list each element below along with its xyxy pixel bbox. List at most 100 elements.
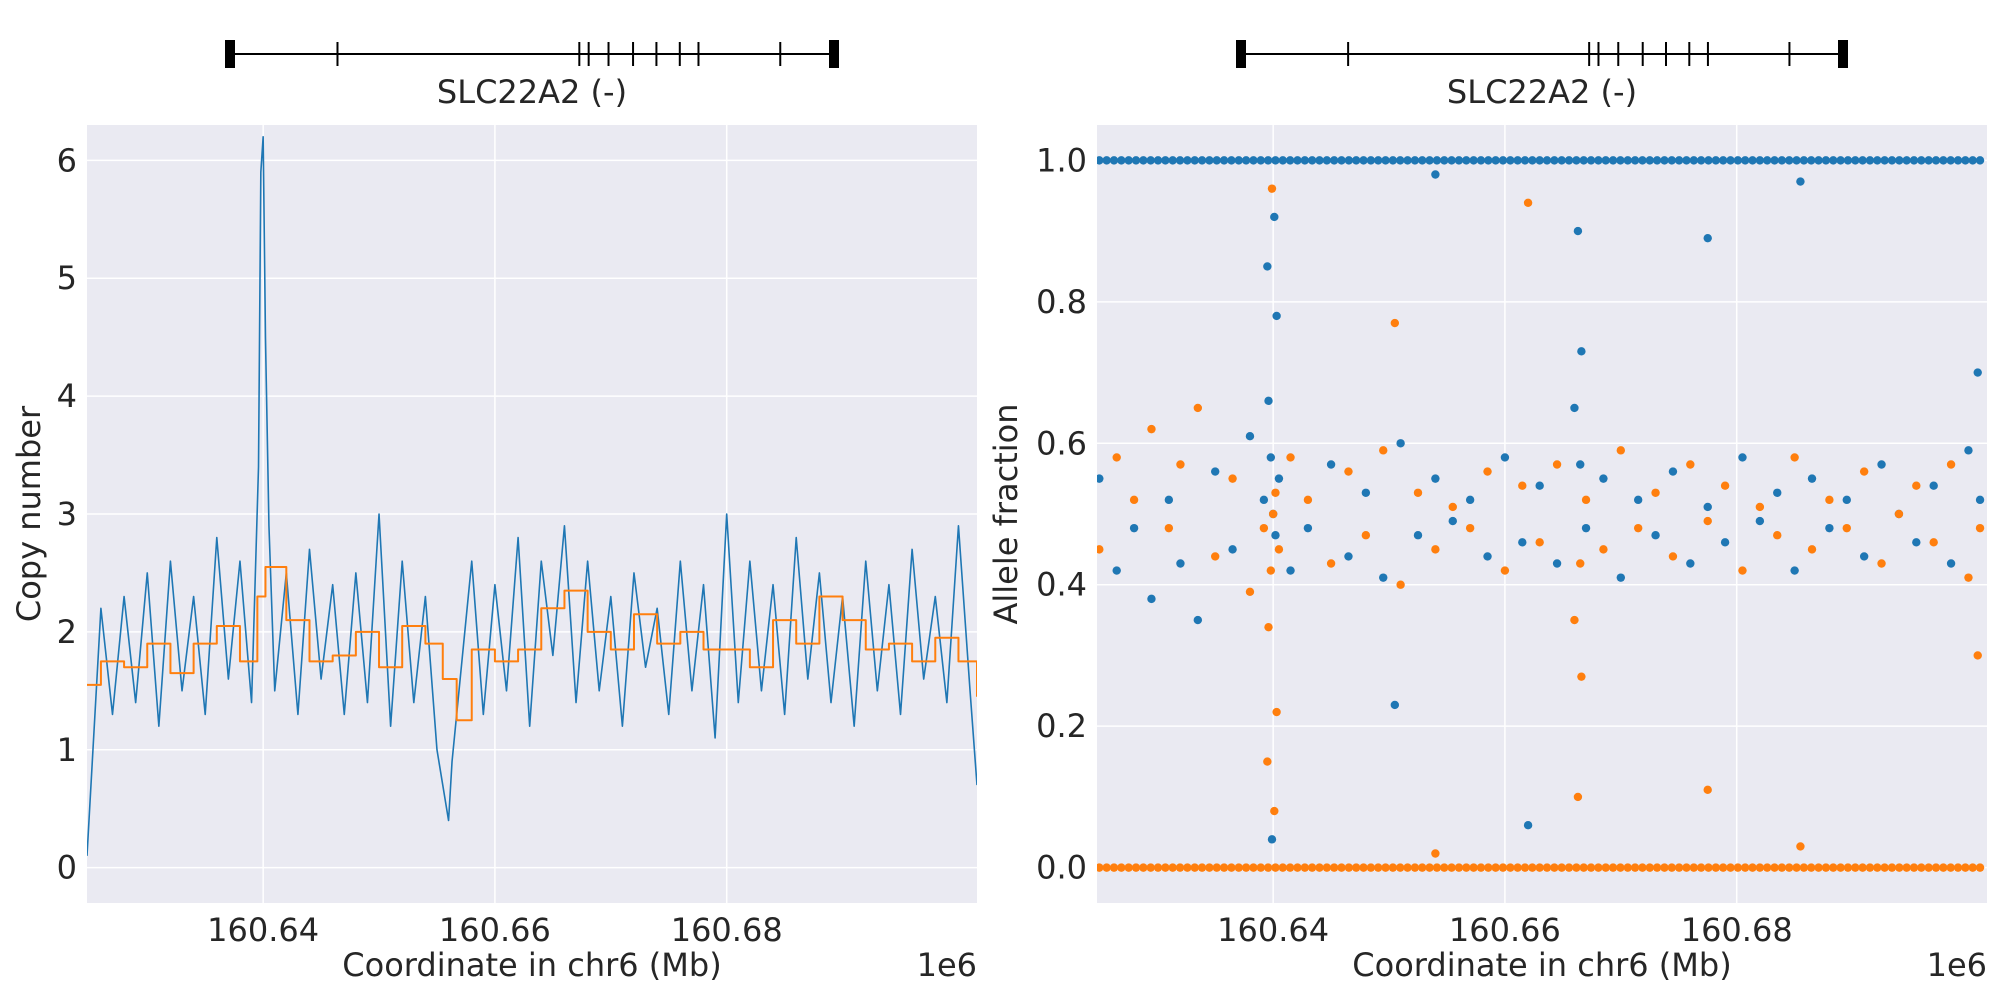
right-scatter-point-0 [1396,439,1405,448]
right-band-point-0 [1748,156,1757,165]
right-scatter-point-0 [1570,403,1579,413]
right-gene-track: SLC22A2 (-) [1236,40,1848,111]
right-scatter-point-0 [1773,488,1782,497]
right-scatter-point-1 [1912,481,1921,490]
right-scatter-point-1 [1266,566,1276,575]
right-band-point-0 [1263,156,1273,165]
right-scatter-point-0 [1946,559,1956,568]
right-band-point-0 [1124,156,1133,165]
right-band-point-1 [1645,863,1654,872]
right-band-point-0 [1117,156,1126,165]
right-band-point-0 [1097,156,1104,165]
right-band-point-0 [1542,156,1552,165]
right-band-point-0 [1197,156,1207,165]
right-band-point-0 [1271,156,1280,165]
right-series-clipped [1097,156,1985,872]
right-band-point-0 [1902,156,1911,165]
left-y-tick-label: 2 [57,613,77,651]
right-scatter-point-0 [1720,538,1730,547]
right-band-point-0 [1873,156,1882,165]
right-band-point-0 [1410,156,1420,165]
right-band-point-1 [1579,863,1588,872]
right-band-point-1 [1638,863,1647,872]
right-band-point-0 [1175,156,1185,165]
left-y-tick-label: 3 [57,495,77,533]
right-scatter-point-0 [1448,516,1457,526]
left-y-axis-label: Copy number [10,405,48,622]
right-scatter-point-0 [1267,835,1277,844]
right-scatter-point-1 [1396,580,1405,589]
right-band-point-1 [1865,863,1875,872]
left-y-tick-label: 5 [57,259,77,297]
right-band-point-0 [1594,156,1603,165]
right-scatter-point-0 [1286,566,1295,575]
right-band-point-1 [1175,863,1185,872]
right-band-point-0 [1718,156,1728,165]
right-scatter-point-0 [1193,615,1203,625]
right-scatter-point-1 [1431,849,1440,858]
right-band-point-0 [1278,156,1288,165]
right-band-point-1 [1227,863,1236,872]
right-scatter-point-1 [1164,523,1174,533]
right-scatter-point-0 [1228,545,1237,554]
right-scatter-point-1 [1703,516,1712,526]
right-scatter-point-1 [1379,446,1388,455]
right-band-point-0 [1476,156,1486,165]
right-scatter-point-1 [1326,559,1336,568]
right-band-point-1 [1630,863,1640,872]
right-band-point-0 [1491,156,1500,165]
left-x-axis-label: Coordinate in chr6 (Mb) [342,946,721,984]
right-band-point-1 [1623,863,1632,872]
right-band-point-1 [1146,863,1155,872]
right-band-point-1 [1344,863,1354,872]
right-band-point-1 [1396,863,1405,872]
right-band-point-0 [1322,156,1332,165]
right-band-point-1 [1814,863,1823,872]
right-scatter-point-0 [1616,573,1626,582]
right-scatter-point-0 [1581,523,1591,533]
right-band-point-0 [1344,156,1354,165]
right-band-point-0 [1931,156,1941,165]
right-scatter-point-0 [1929,481,1938,490]
right-band-point-1 [1462,863,1471,872]
right-band-point-1 [1726,863,1735,872]
right-band-point-0 [1388,156,1398,165]
right-scatter-point-0 [1259,495,1269,505]
right-band-point-0 [1454,156,1464,165]
right-scatter-point-1 [1259,523,1269,533]
right-scatter-point-0 [1518,538,1527,547]
right-x-tick-label: 160.66 [1449,911,1561,949]
right-band-point-0 [1968,156,1977,165]
right-band-point-0 [1300,156,1310,165]
right-scatter-point-0 [1390,700,1400,710]
right-band-point-0 [1241,156,1251,165]
right-band-point-0 [1550,156,1559,165]
right-scatter-point-0 [1097,474,1104,483]
right-band-point-0 [1381,156,1390,165]
right-scatter-point-1 [1361,531,1371,540]
right-scatter-point-1 [1686,460,1695,469]
right-scatter-point-0 [1465,495,1475,505]
right-band-point-1 [1939,863,1948,872]
right-y-tick-labels: 0.0 0.2 0.4 0.6 0.8 1.0 [1036,141,1087,886]
right-band-point-1 [1418,863,1427,872]
right-band-point-0 [1520,156,1530,165]
left-y-tick-label: 0 [57,849,77,887]
right-band-point-1 [1961,863,1970,872]
right-band-point-0 [1307,156,1317,165]
right-band-point-1 [1799,863,1809,872]
left-series [87,135,977,856]
right-band-point-0 [1564,156,1574,165]
right-band-point-0 [1190,156,1199,165]
right-band-point-0 [1219,156,1229,165]
right-scatter-point-1 [1267,184,1277,193]
right-band-point-0 [1234,156,1243,165]
right-chart: SLC22A2 (-) 0.00.20.40.60.81.0 160.64 160… [987,40,1987,984]
right-band-point-0 [1102,156,1111,165]
right-scatter-point-0 [1344,552,1353,561]
right-band-point-1 [1513,863,1522,872]
right-band-point-0 [1887,156,1897,165]
right-scatter-point-0 [1413,531,1423,540]
right-band-point-1 [1689,863,1699,872]
right-band-point-1 [1153,863,1163,872]
